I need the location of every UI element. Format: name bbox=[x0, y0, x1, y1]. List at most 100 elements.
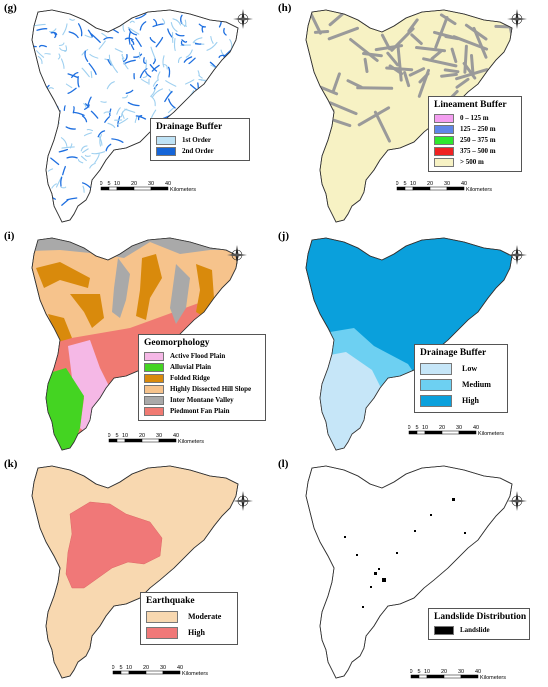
legend-item-label: High bbox=[462, 393, 479, 409]
legend-item-label: 125 – 250 m bbox=[460, 124, 496, 135]
lineament-buffer-segment bbox=[360, 0, 371, 19]
scale-bar-segment bbox=[117, 187, 134, 190]
legend-item-label: Highly Dissected Hill Slope bbox=[170, 384, 251, 395]
legend-swatch bbox=[144, 385, 164, 394]
scale-tick-label: 5 bbox=[415, 425, 418, 431]
legend-item: Highly Dissected Hill Slope bbox=[144, 384, 260, 395]
scale-tick-label: 20 bbox=[427, 181, 433, 187]
stream-segment bbox=[46, 107, 47, 117]
stream-segment bbox=[36, 126, 42, 132]
legend-item: 2nd Order bbox=[156, 146, 244, 157]
north-arrow-compass-icon bbox=[506, 8, 528, 30]
scale-bar-segment bbox=[151, 187, 168, 190]
legend-item-label: > 500 m bbox=[460, 157, 484, 168]
legend-swatch bbox=[144, 352, 164, 361]
legend-item: Landslide bbox=[434, 625, 524, 636]
stream-segment bbox=[228, 72, 230, 80]
lineament-buffer-segment bbox=[358, 88, 392, 89]
legend-item: 375 – 500 m bbox=[434, 146, 516, 157]
stream-segment bbox=[223, 12, 226, 18]
stream-segment bbox=[41, 163, 42, 170]
legend-item: Folded Ridge bbox=[144, 373, 260, 384]
scale-tick-label: 5 bbox=[115, 433, 118, 439]
lineament-buffer-segment bbox=[465, 46, 467, 72]
scale-unit-label: Kilometers bbox=[182, 671, 208, 677]
legend: Drainage Buffer Low Medium High bbox=[414, 344, 508, 413]
legend-title: Drainage Buffer bbox=[420, 348, 502, 358]
scale-bar-segment bbox=[134, 187, 151, 190]
legend-item: 0 – 125 m bbox=[434, 113, 516, 124]
stream-segment bbox=[223, 73, 231, 79]
alluvial-plain-zone bbox=[0, 368, 84, 456]
stream-segment bbox=[146, 60, 147, 69]
stream-segment bbox=[200, 109, 210, 112]
legend: Lineament Buffer 0 – 125 m 125 – 250 m 2… bbox=[428, 96, 522, 172]
legend-item: 250 – 375 m bbox=[434, 135, 516, 146]
legend-swatch bbox=[420, 395, 452, 407]
stream-segment bbox=[189, 100, 197, 106]
stream-segment bbox=[36, 178, 37, 188]
scale-tick-label: 10 bbox=[422, 425, 428, 431]
scale-bar-segment bbox=[430, 187, 447, 190]
stream-segment bbox=[120, 6, 124, 15]
scale-tick-label: 0 bbox=[408, 425, 411, 431]
scale-tick-label: 30 bbox=[156, 433, 162, 439]
scale-tick-label: 5 bbox=[417, 669, 420, 675]
lineament-buffer-segment bbox=[365, 59, 367, 71]
scale-bar-segment bbox=[146, 671, 163, 674]
scale-unit-label: Kilometers bbox=[170, 187, 196, 193]
scale-bar-segment bbox=[413, 187, 430, 190]
scale-bar-segment bbox=[409, 431, 417, 434]
legend-swatch bbox=[420, 363, 452, 375]
scale-bar-segment bbox=[101, 187, 109, 190]
stream-segment bbox=[44, 140, 48, 144]
legend-swatch bbox=[144, 407, 164, 416]
legend-item: Active Flood Plain bbox=[144, 351, 260, 362]
scale-tick-label: 10 bbox=[126, 665, 132, 671]
legend-item-label: 250 – 375 m bbox=[460, 135, 496, 146]
scale-bar-segment bbox=[425, 431, 442, 434]
legend-item-label: Moderate bbox=[188, 609, 221, 625]
scale-tick-label: 0 bbox=[396, 181, 399, 187]
scale-bar-segment bbox=[113, 671, 121, 674]
legend-item-label: Piedmont Fan Plain bbox=[170, 406, 230, 417]
legend-item: Moderate bbox=[146, 609, 232, 625]
legend-swatch bbox=[434, 158, 454, 167]
scale-tick-label: 30 bbox=[458, 669, 464, 675]
stream-segment bbox=[199, 91, 208, 94]
scale-bar-segment bbox=[419, 675, 427, 678]
stream-segment bbox=[229, 100, 231, 112]
legend-swatch bbox=[144, 396, 164, 405]
panel-h: (h) Lineament Buffer 0 – 125 m 125 – 250… bbox=[274, 0, 548, 228]
stream-segment bbox=[195, 102, 196, 113]
scale-bar-segment bbox=[163, 671, 180, 674]
north-arrow-compass-icon bbox=[506, 244, 528, 266]
legend: Earthquake Moderate High bbox=[140, 592, 238, 645]
legend-swatch bbox=[156, 136, 176, 145]
north-arrow-compass-icon bbox=[506, 490, 528, 512]
scale-tick-label: 10 bbox=[114, 181, 120, 187]
scale-tick-label: 20 bbox=[139, 433, 145, 439]
stream-segment bbox=[38, 177, 40, 181]
scale-tick-label: 10 bbox=[410, 181, 416, 187]
scale-tick-label: 30 bbox=[456, 425, 462, 431]
legend-swatch bbox=[434, 125, 454, 134]
legend-item-label: Active Flood Plain bbox=[170, 351, 225, 362]
stream-segment bbox=[185, 113, 195, 115]
stream-segment bbox=[118, 158, 125, 164]
stream-segment bbox=[114, 15, 120, 25]
stream-segment bbox=[187, 108, 192, 114]
scale-bar-segment bbox=[405, 187, 413, 190]
lineament-buffer-segment bbox=[442, 74, 457, 76]
scale-bar-segment bbox=[417, 431, 425, 434]
scale-bar-segment bbox=[459, 431, 476, 434]
scale-tick-label: 0 bbox=[100, 181, 103, 187]
scale-tick-label: 20 bbox=[441, 669, 447, 675]
